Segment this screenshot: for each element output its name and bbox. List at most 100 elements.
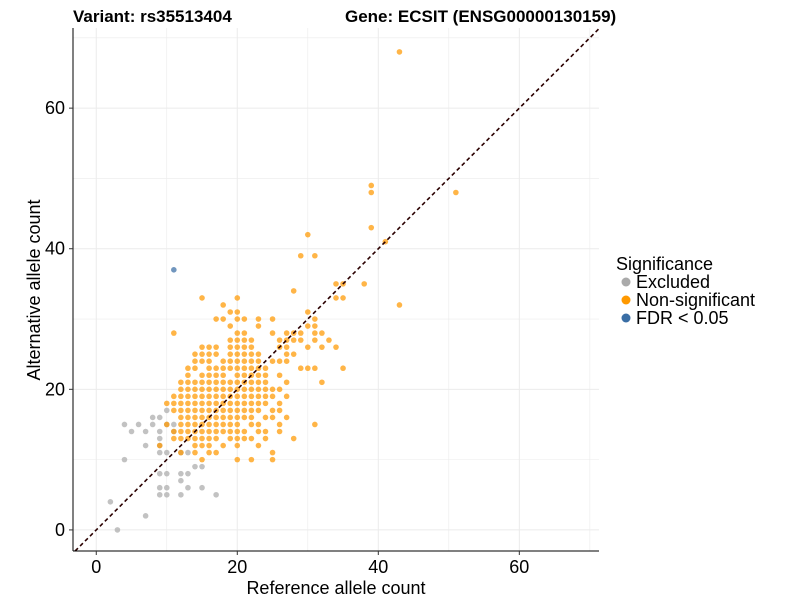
title-variant: Variant: rs35513404 <box>73 7 232 26</box>
point-non-significant <box>206 442 212 449</box>
point-non-significant <box>206 351 212 357</box>
point-non-significant <box>312 330 318 336</box>
point-non-significant <box>276 372 283 379</box>
point-non-significant <box>234 379 241 386</box>
point-non-significant <box>304 231 311 238</box>
point-non-significant <box>297 365 304 372</box>
point-non-significant <box>178 400 184 407</box>
point-non-significant <box>312 365 318 372</box>
point-non-significant <box>255 442 262 449</box>
point-non-significant <box>290 351 297 357</box>
point-non-significant <box>206 449 212 456</box>
point-non-significant <box>220 442 226 449</box>
point-non-significant <box>206 400 212 407</box>
point-non-significant <box>255 400 262 407</box>
point-excluded <box>156 449 163 456</box>
point-non-significant <box>262 400 269 407</box>
point-non-significant <box>171 400 177 407</box>
point-non-significant <box>192 358 198 365</box>
point-non-significant <box>304 365 311 372</box>
point-excluded <box>142 428 149 435</box>
point-non-significant <box>333 295 339 301</box>
point-non-significant <box>199 379 205 386</box>
y-tick-label: 60 <box>45 98 65 118</box>
point-non-significant <box>192 407 198 414</box>
point-excluded <box>135 421 142 428</box>
point-non-significant <box>304 309 311 315</box>
point-excluded <box>107 498 114 505</box>
point-non-significant <box>241 386 248 393</box>
point-non-significant <box>192 400 198 407</box>
point-fdr-0-05 <box>171 267 177 273</box>
point-non-significant <box>213 393 219 400</box>
legend-entry-label: FDR < 0.05 <box>636 308 729 328</box>
point-non-significant <box>185 421 191 428</box>
point-non-significant <box>241 337 248 343</box>
point-non-significant <box>185 428 191 435</box>
point-non-significant <box>248 421 255 428</box>
point-non-significant <box>199 414 205 421</box>
point-non-significant <box>248 400 255 407</box>
point-non-significant <box>206 365 212 372</box>
point-non-significant <box>248 337 255 343</box>
point-non-significant <box>241 351 248 357</box>
point-non-significant <box>227 351 234 357</box>
point-non-significant <box>192 386 198 393</box>
point-non-significant <box>283 379 290 386</box>
point-non-significant <box>234 309 241 315</box>
point-non-significant <box>185 393 191 400</box>
point-non-significant <box>262 393 269 400</box>
point-non-significant <box>248 386 255 393</box>
point-non-significant <box>234 295 241 301</box>
point-non-significant <box>269 358 276 365</box>
point-non-significant <box>199 358 205 365</box>
point-non-significant <box>227 379 234 386</box>
point-non-significant <box>171 435 177 442</box>
point-non-significant <box>248 351 255 357</box>
point-non-significant <box>199 344 205 350</box>
point-non-significant <box>241 316 248 322</box>
point-non-significant <box>290 435 297 442</box>
point-non-significant <box>241 407 248 414</box>
point-non-significant <box>227 421 234 428</box>
point-non-significant <box>304 323 311 329</box>
legend-entry-label: Non-significant <box>636 290 755 310</box>
data-points <box>107 49 459 533</box>
point-non-significant <box>269 393 276 400</box>
point-non-significant <box>213 379 219 386</box>
x-axis-label: Reference allele count <box>246 578 425 598</box>
point-non-significant <box>178 435 184 442</box>
point-non-significant <box>262 435 269 442</box>
point-non-significant <box>206 386 212 393</box>
x-tick-label: 0 <box>91 557 101 577</box>
point-non-significant <box>248 358 255 365</box>
point-non-significant <box>396 49 403 55</box>
point-non-significant <box>333 281 339 287</box>
point-non-significant <box>227 428 234 435</box>
point-non-significant <box>220 407 226 414</box>
point-non-significant <box>163 421 170 428</box>
point-non-significant <box>241 414 248 421</box>
point-excluded <box>142 513 149 519</box>
point-non-significant <box>178 414 184 421</box>
point-non-significant <box>199 386 205 393</box>
point-non-significant <box>213 316 219 322</box>
point-non-significant <box>297 337 304 343</box>
point-non-significant <box>241 435 248 442</box>
point-non-significant <box>269 414 276 421</box>
point-non-significant <box>220 414 226 421</box>
point-excluded <box>142 442 149 449</box>
point-excluded <box>199 484 205 491</box>
point-non-significant <box>234 330 241 336</box>
point-non-significant <box>213 414 219 421</box>
point-non-significant <box>220 372 226 379</box>
point-non-significant <box>290 288 297 294</box>
point-excluded <box>121 421 128 428</box>
point-non-significant <box>213 449 219 456</box>
point-non-significant <box>156 442 163 449</box>
point-excluded <box>213 491 219 498</box>
y-tick-label: 40 <box>45 239 65 259</box>
title-gene: Gene: ECSIT (ENSG00000130159) <box>345 7 616 26</box>
point-non-significant <box>312 316 318 322</box>
